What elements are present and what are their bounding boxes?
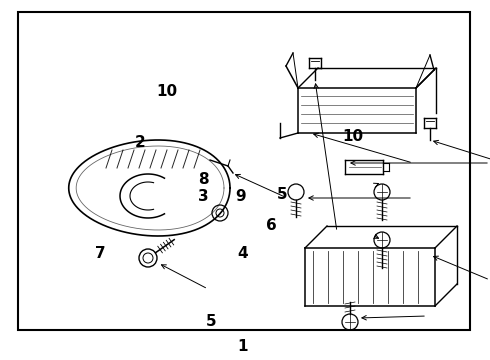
Text: 6: 6 [266, 217, 276, 233]
Text: 7: 7 [95, 246, 106, 261]
Text: 10: 10 [156, 84, 177, 99]
Text: 5: 5 [276, 187, 287, 202]
Text: 3: 3 [198, 189, 209, 204]
Text: 9: 9 [235, 189, 245, 204]
Text: 2: 2 [134, 135, 145, 150]
Text: 4: 4 [237, 246, 248, 261]
Text: 5: 5 [205, 314, 216, 329]
Text: 8: 8 [198, 172, 209, 188]
Bar [18, 12, 470, 330]
Text: 10: 10 [342, 129, 364, 144]
Text: 1: 1 [237, 339, 248, 354]
